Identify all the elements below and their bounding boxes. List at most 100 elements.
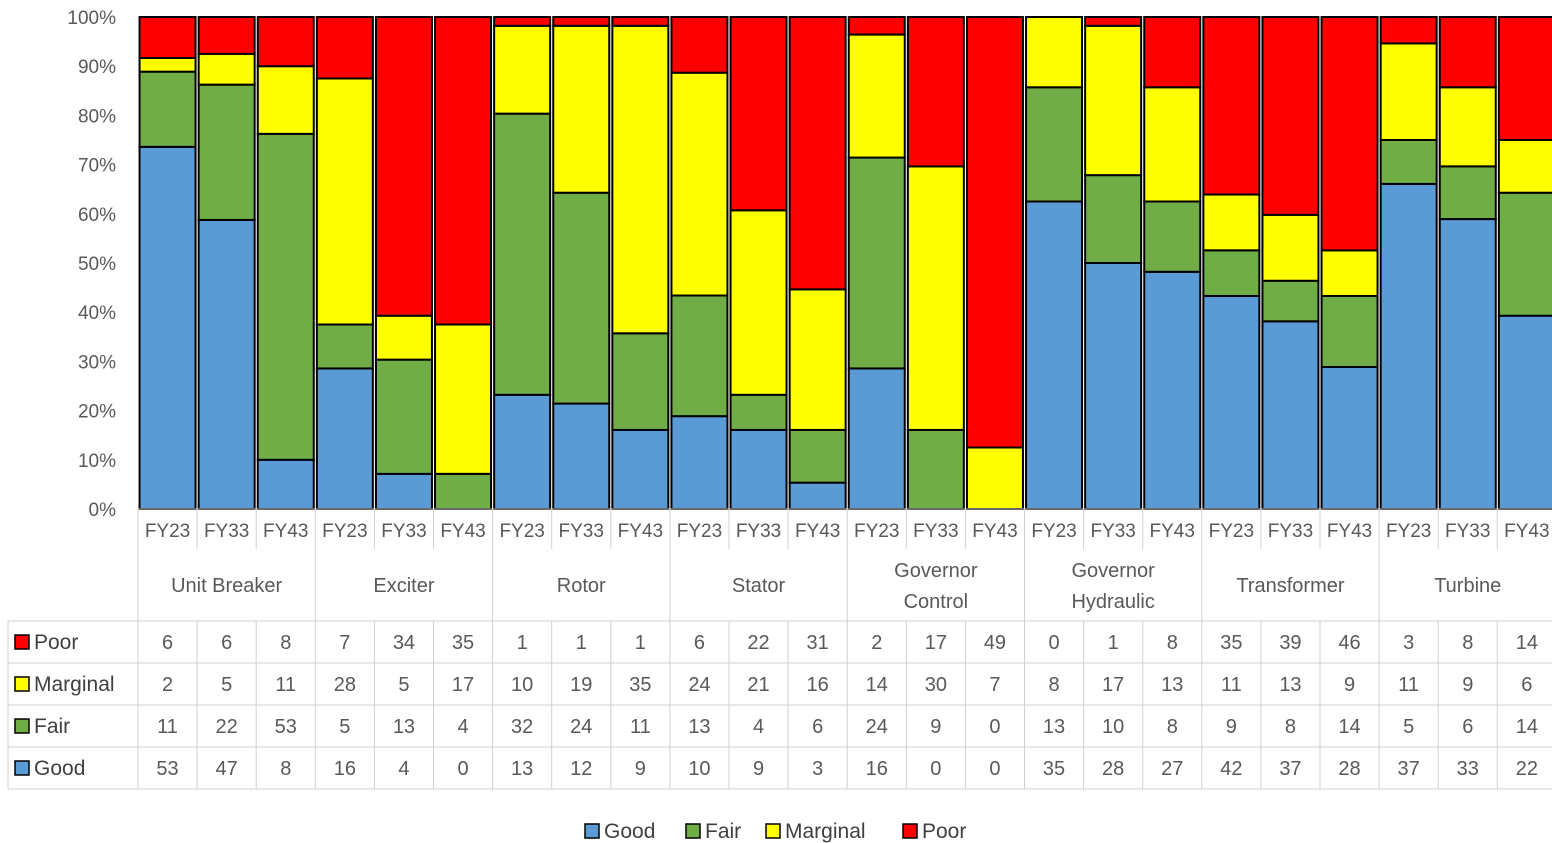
- table-cell: 3: [812, 758, 823, 780]
- table-cell: 8: [280, 758, 291, 780]
- table-cell: 11: [275, 674, 296, 696]
- group-label: Unit Breaker: [171, 575, 282, 597]
- table-cell: 14: [1338, 716, 1360, 738]
- table-cell: 11: [1398, 674, 1419, 696]
- table-cell: 37: [1279, 758, 1301, 780]
- table-cell: 3: [1403, 632, 1414, 654]
- x-tick-label: FY43: [1327, 521, 1372, 542]
- bar-poor: [493, 16, 552, 27]
- table-cell: 16: [807, 674, 829, 696]
- table-cell: 14: [866, 674, 888, 696]
- table-cell: 0: [1048, 632, 1059, 654]
- x-tick-label: FY43: [263, 521, 308, 542]
- table-row-label: Marginal: [34, 673, 115, 696]
- bar-marginal: [1320, 249, 1379, 297]
- table-legend-key: [14, 760, 30, 776]
- table-cell: 1: [1108, 632, 1119, 654]
- x-tick-label: FY23: [145, 521, 190, 542]
- legend-label: Poor: [922, 820, 966, 843]
- table-cell: 35: [1043, 758, 1065, 780]
- table-cell: 13: [688, 716, 710, 738]
- table-cell: 6: [1521, 674, 1532, 696]
- table-cell: 8: [1285, 716, 1296, 738]
- bar-fair: [1202, 249, 1261, 297]
- x-tick-label: FY33: [204, 521, 249, 542]
- table-cell: 37: [1398, 758, 1420, 780]
- table-cell: 24: [688, 674, 710, 696]
- table-cell: 4: [457, 716, 468, 738]
- bar-good: [1084, 262, 1143, 510]
- x-tick-label: FY33: [1268, 521, 1313, 542]
- bar-marginal: [1025, 16, 1084, 89]
- y-axis: 0% 10% 20% 30% 40% 50% 60% 70% 80% 90% 100%: [67, 8, 116, 521]
- table-cell: 9: [1226, 716, 1237, 738]
- table-cell: 53: [275, 716, 297, 738]
- bar-good: [729, 428, 788, 510]
- table-cell: 1: [635, 632, 646, 654]
- table-cell: 32: [511, 716, 533, 738]
- bar-poor: [1320, 16, 1379, 252]
- bar-good: [1143, 270, 1202, 510]
- legend-key: [765, 823, 781, 839]
- group-label: Control: [904, 591, 968, 613]
- bar-poor: [1379, 16, 1438, 45]
- table-cell: 24: [570, 716, 592, 738]
- bar-marginal: [138, 57, 197, 73]
- table-cell: 5: [398, 674, 409, 696]
- legend-label: Fair: [705, 820, 741, 843]
- table-cell: 28: [1102, 758, 1124, 780]
- table-cell: 28: [1338, 758, 1360, 780]
- bar-fair: [434, 472, 493, 511]
- bar-fair: [374, 358, 433, 475]
- bar-poor: [138, 16, 197, 59]
- bar-good: [1497, 314, 1552, 511]
- table-cell: 35: [1220, 632, 1242, 654]
- table-cell: 10: [511, 674, 533, 696]
- x-tick-label: FY33: [1090, 521, 1135, 542]
- table-cell: 5: [221, 674, 232, 696]
- bar-poor: [374, 16, 433, 317]
- table-cell: 0: [989, 716, 1000, 738]
- bar-poor: [965, 16, 1024, 449]
- table-cell: 35: [629, 674, 651, 696]
- table-row-label: Poor: [34, 631, 78, 654]
- bar-poor: [256, 16, 315, 68]
- table-cell: 11: [630, 716, 651, 738]
- bar-fair: [1438, 165, 1497, 221]
- x-tick-label: FY33: [559, 521, 604, 542]
- group-label: Exciter: [373, 575, 434, 597]
- y-tick-label: 100%: [67, 8, 116, 29]
- table-cell: 11: [157, 716, 178, 738]
- x-tick-label: FY33: [736, 521, 781, 542]
- table-cell: 53: [156, 758, 178, 780]
- legend-key: [685, 823, 701, 839]
- bar-fair: [493, 112, 552, 396]
- y-tick-label: 40%: [78, 303, 116, 324]
- bar-poor: [906, 16, 965, 168]
- table-cell: 13: [393, 716, 415, 738]
- table-cell: 21: [747, 674, 769, 696]
- bar-fair: [1379, 139, 1438, 185]
- bar-marginal: [197, 52, 256, 86]
- table-cell: 16: [334, 758, 356, 780]
- group-label: Governor: [894, 560, 978, 582]
- table-cell: 8: [1048, 674, 1059, 696]
- bar-marginal: [611, 24, 670, 335]
- table-cell: 33: [1457, 758, 1479, 780]
- table-cell: 5: [339, 716, 350, 738]
- bar-fair: [1143, 200, 1202, 273]
- table-legend-key: [14, 676, 30, 692]
- bar-marginal: [1438, 86, 1497, 168]
- bar-good: [1025, 200, 1084, 510]
- table-cell: 22: [216, 716, 238, 738]
- table-row-label: Fair: [34, 715, 70, 738]
- x-tick-label: FY33: [381, 521, 426, 542]
- table-cell: 46: [1338, 632, 1360, 654]
- group-label: Governor: [1071, 560, 1155, 582]
- table-cell: 39: [1279, 632, 1301, 654]
- table-cell: 30: [925, 674, 947, 696]
- table-cell: 7: [339, 632, 350, 654]
- bar-fair: [670, 294, 729, 418]
- bar-marginal: [965, 446, 1024, 510]
